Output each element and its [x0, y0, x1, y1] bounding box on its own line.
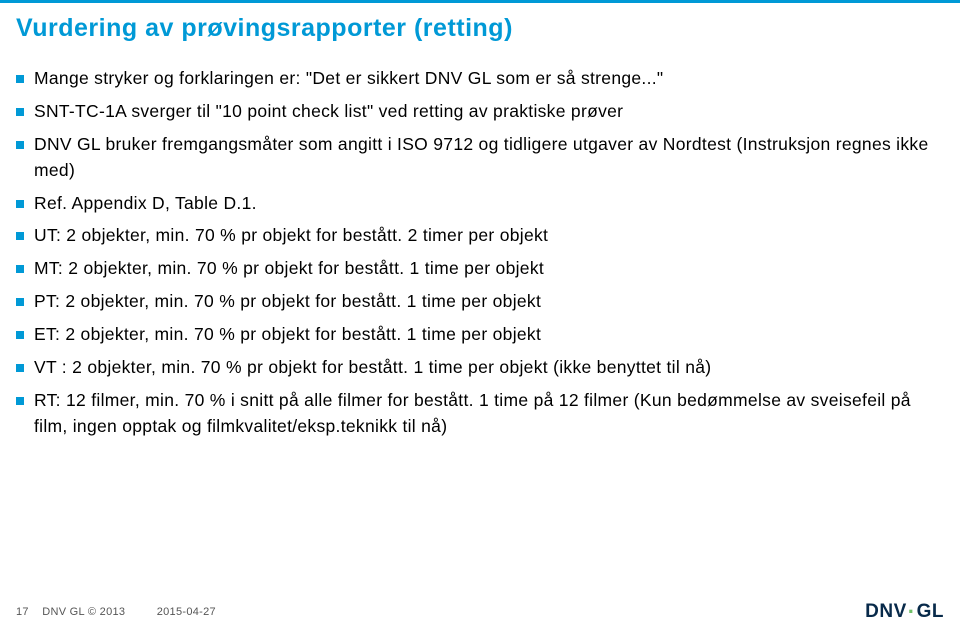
bullet-item: VT : 2 objekter, min. 70 % pr objekt for… [16, 355, 944, 381]
bullet-text: ET: 2 objekter, min. 70 % pr objekt for … [34, 322, 944, 348]
bullet-item: DNV GL bruker fremgangsmåter som angitt … [16, 132, 944, 184]
bullet-marker-icon [16, 298, 24, 306]
bullet-marker-icon [16, 397, 24, 405]
bullet-text: UT: 2 objekter, min. 70 % pr objekt for … [34, 223, 944, 249]
page-number: 17 [16, 606, 29, 618]
footer: 17 DNV GL © 2013 2015-04-27 DNV·GL [16, 599, 944, 625]
footer-left: 17 DNV GL © 2013 2015-04-27 [16, 606, 216, 618]
bullet-text: MT: 2 objekter, min. 70 % pr objekt for … [34, 256, 944, 282]
bullet-marker-icon [16, 232, 24, 240]
bullet-text: SNT-TC-1A sverger til "10 point check li… [34, 99, 944, 125]
bullet-item: Mange stryker og forklaringen er: "Det e… [16, 66, 944, 92]
bullet-text: PT: 2 objekter, min. 70 % pr objekt for … [34, 289, 944, 315]
bullet-item: UT: 2 objekter, min. 70 % pr objekt for … [16, 223, 944, 249]
bullet-marker-icon [16, 200, 24, 208]
slide-title: Vurdering av prøvingsrapporter (retting) [16, 14, 513, 43]
bullet-marker-icon [16, 265, 24, 273]
content-area: Mange stryker og forklaringen er: "Det e… [16, 66, 944, 447]
company-copyright: DNV GL © 2013 [42, 606, 125, 618]
bullet-text: VT : 2 objekter, min. 70 % pr objekt for… [34, 355, 944, 381]
bullet-marker-icon [16, 108, 24, 116]
bullet-item: PT: 2 objekter, min. 70 % pr objekt for … [16, 289, 944, 315]
bullet-item: ET: 2 objekter, min. 70 % pr objekt for … [16, 322, 944, 348]
bullet-item: Ref. Appendix D, Table D.1. [16, 191, 944, 217]
footer-date: 2015-04-27 [157, 606, 216, 618]
bullet-marker-icon [16, 331, 24, 339]
logo-right: GL [917, 601, 944, 623]
bullet-marker-icon [16, 141, 24, 149]
bullet-item: RT: 12 filmer, min. 70 % i snitt på alle… [16, 388, 944, 440]
bullet-text: Mange stryker og forklaringen er: "Det e… [34, 66, 944, 92]
bullet-marker-icon [16, 75, 24, 83]
logo-dot-icon: · [908, 599, 916, 625]
bullet-text: Ref. Appendix D, Table D.1. [34, 191, 944, 217]
bullet-text: DNV GL bruker fremgangsmåter som angitt … [34, 132, 944, 184]
top-border [0, 0, 960, 3]
bullet-item: MT: 2 objekter, min. 70 % pr objekt for … [16, 256, 944, 282]
dnv-gl-logo: DNV·GL [865, 599, 944, 625]
bullet-item: SNT-TC-1A sverger til "10 point check li… [16, 99, 944, 125]
logo-left: DNV [865, 601, 907, 623]
bullet-marker-icon [16, 364, 24, 372]
slide: Vurdering av prøvingsrapporter (retting)… [0, 0, 960, 637]
bullet-text: RT: 12 filmer, min. 70 % i snitt på alle… [34, 388, 944, 440]
